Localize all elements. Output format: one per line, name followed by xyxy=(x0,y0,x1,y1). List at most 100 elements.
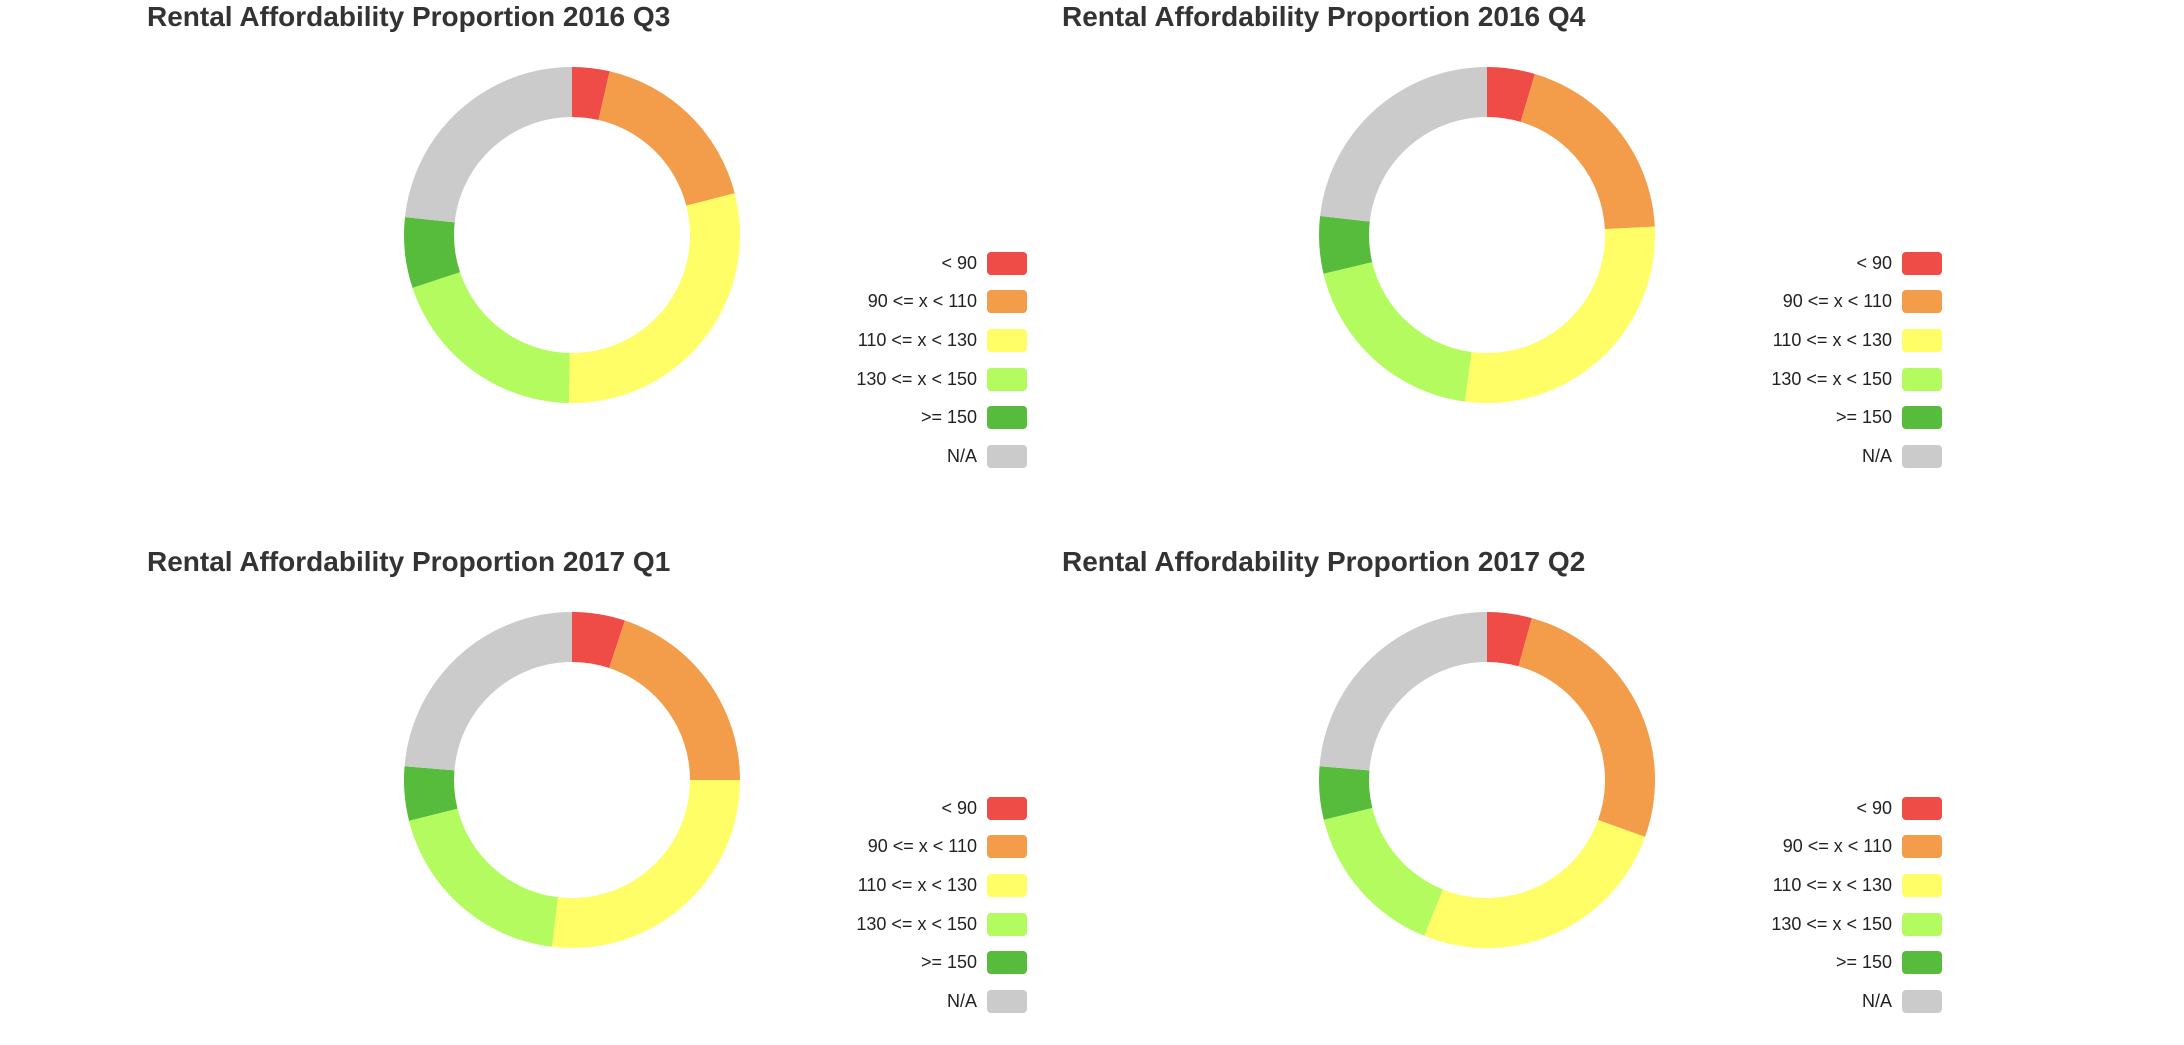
legend-item-130-lte-x-lt-150[interactable]: 130 <= x < 150 xyxy=(1712,360,1942,399)
legend-item-90-lte-x-lt-110[interactable]: 90 <= x < 110 xyxy=(1712,283,1942,322)
legend-swatch xyxy=(987,796,1027,820)
donut-chart-2016-q3 xyxy=(404,67,740,403)
donut-chart-2017-q1 xyxy=(404,612,740,948)
chart-panel-2017-q1: Rental Affordability Proportion 2017 Q1 … xyxy=(147,545,1047,1045)
legend-label: < 90 xyxy=(1856,252,1892,273)
legend-swatch xyxy=(987,912,1027,936)
legend-swatch xyxy=(1902,873,1942,897)
chart-title: Rental Affordability Proportion 2016 Q4 xyxy=(1062,1,1586,32)
legend-item-110-lte-x-lt-130[interactable]: 110 <= x < 130 xyxy=(1712,321,1942,360)
legend-label: 130 <= x < 150 xyxy=(856,913,977,934)
legend-item-110-lte-x-lt-130[interactable]: 110 <= x < 130 xyxy=(797,866,1027,905)
legend-label: N/A xyxy=(946,990,977,1011)
donut-slice-gte-150[interactable] xyxy=(404,217,461,288)
legend-swatch xyxy=(987,873,1027,897)
legend-item-110-lte-x-lt-130[interactable]: 110 <= x < 130 xyxy=(1712,866,1942,905)
legend-label: 90 <= x < 110 xyxy=(867,836,977,857)
legend-item-gte-150[interactable]: >= 150 xyxy=(797,398,1027,437)
legend-label: N/A xyxy=(1861,990,1892,1011)
donut-slice-130-lte-x-lt-150[interactable] xyxy=(1323,807,1443,936)
chart-panel-2016-q4: Rental Affordability Proportion 2016 Q4 … xyxy=(1062,0,1962,500)
legend-swatch xyxy=(987,251,1027,275)
legend-swatch xyxy=(987,406,1027,430)
legend-item-lt-90[interactable]: < 90 xyxy=(1712,789,1942,828)
legend-label: >= 150 xyxy=(1835,952,1892,973)
legend-item-130-lte-x-lt-150[interactable]: 130 <= x < 150 xyxy=(1712,905,1942,944)
legend-item-lt-90[interactable]: < 90 xyxy=(797,789,1027,828)
chart-title: Rental Affordability Proportion 2016 Q3 xyxy=(147,1,671,32)
donut-slice-90-lte-x-lt-110[interactable] xyxy=(598,71,735,206)
legend-item-90-lte-x-lt-110[interactable]: 90 <= x < 110 xyxy=(1712,828,1942,867)
legend-item-lt-90[interactable]: < 90 xyxy=(1712,244,1942,283)
donut-slice-na[interactable] xyxy=(1320,67,1487,222)
legend-label: 90 <= x < 110 xyxy=(1782,836,1892,857)
legend-swatch xyxy=(1902,251,1942,275)
donut-slice-lt-90[interactable] xyxy=(572,67,610,121)
legend-item-na[interactable]: N/A xyxy=(797,982,1027,1021)
donut-slice-130-lte-x-lt-150[interactable] xyxy=(412,272,570,403)
legend-label: N/A xyxy=(1861,445,1892,466)
donut-slice-na[interactable] xyxy=(404,612,572,771)
chart-legend: < 90 90 <= x < 110 110 <= x < 130 130 <= x … xyxy=(797,789,1027,1021)
legend-label: 110 <= x < 130 xyxy=(857,874,977,895)
legend-item-130-lte-x-lt-150[interactable]: 130 <= x < 150 xyxy=(797,905,1027,944)
legend-label: 90 <= x < 110 xyxy=(867,291,977,312)
legend-label: < 90 xyxy=(941,797,977,818)
legend-swatch xyxy=(987,367,1027,391)
legend-swatch xyxy=(987,835,1027,859)
donut-slice-90-lte-x-lt-110[interactable] xyxy=(1520,73,1655,230)
legend-item-90-lte-x-lt-110[interactable]: 90 <= x < 110 xyxy=(797,828,1027,867)
donut-slice-gte-150[interactable] xyxy=(1319,766,1373,820)
legend-label: 110 <= x < 130 xyxy=(1772,874,1892,895)
donut-slice-lt-90[interactable] xyxy=(1487,612,1532,667)
donut-slice-lt-90[interactable] xyxy=(572,612,625,669)
donut-slice-130-lte-x-lt-150[interactable] xyxy=(1323,262,1472,402)
donut-chart-2016-q4 xyxy=(1319,67,1655,403)
legend-item-110-lte-x-lt-130[interactable]: 110 <= x < 130 xyxy=(797,321,1027,360)
chart-title: Rental Affordability Proportion 2017 Q2 xyxy=(1062,546,1586,577)
legend-swatch xyxy=(987,328,1027,352)
legend-item-130-lte-x-lt-150[interactable]: 130 <= x < 150 xyxy=(797,360,1027,399)
legend-item-na[interactable]: N/A xyxy=(797,437,1027,476)
donut-slice-gte-150[interactable] xyxy=(1319,216,1373,274)
legend-label: 130 <= x < 150 xyxy=(856,368,977,389)
legend-label: N/A xyxy=(946,445,977,466)
chart-panel-2017-q2: Rental Affordability Proportion 2017 Q2 … xyxy=(1062,545,1962,1045)
legend-label: 110 <= x < 130 xyxy=(1772,329,1892,350)
donut-slice-lt-90[interactable] xyxy=(1487,67,1535,122)
donut-slice-90-lte-x-lt-110[interactable] xyxy=(609,620,740,780)
donut-slice-na[interactable] xyxy=(404,67,572,223)
legend-item-90-lte-x-lt-110[interactable]: 90 <= x < 110 xyxy=(797,283,1027,322)
legend-item-gte-150[interactable]: >= 150 xyxy=(797,943,1027,982)
legend-item-lt-90[interactable]: < 90 xyxy=(797,244,1027,283)
donut-slice-130-lte-x-lt-150[interactable] xyxy=(409,808,558,947)
donut-slice-90-lte-x-lt-110[interactable] xyxy=(1518,618,1655,837)
legend-item-gte-150[interactable]: >= 150 xyxy=(1712,943,1942,982)
donut-slice-na[interactable] xyxy=(1319,612,1487,771)
donut-slice-110-lte-x-lt-130[interactable] xyxy=(1424,819,1646,948)
legend-swatch xyxy=(1902,912,1942,936)
legend-label: 110 <= x < 130 xyxy=(857,329,977,350)
donut-slice-110-lte-x-lt-130[interactable] xyxy=(1464,226,1655,403)
legend-swatch xyxy=(987,951,1027,975)
legend-label: >= 150 xyxy=(920,407,977,428)
legend-swatch xyxy=(987,290,1027,314)
legend-item-gte-150[interactable]: >= 150 xyxy=(1712,398,1942,437)
chart-legend: < 90 90 <= x < 110 110 <= x < 130 130 <= x … xyxy=(797,244,1027,476)
chart-legend: < 90 90 <= x < 110 110 <= x < 130 130 <= x … xyxy=(1712,244,1942,476)
donut-slice-110-lte-x-lt-130[interactable] xyxy=(551,780,740,948)
legend-swatch xyxy=(987,989,1027,1013)
donut-slice-gte-150[interactable] xyxy=(404,766,458,821)
legend-swatch xyxy=(1902,835,1942,859)
legend-label: >= 150 xyxy=(920,952,977,973)
legend-swatch xyxy=(1902,951,1942,975)
legend-item-na[interactable]: N/A xyxy=(1712,437,1942,476)
legend-label: < 90 xyxy=(1856,797,1892,818)
legend-swatch xyxy=(987,444,1027,468)
donut-chart-2017-q2 xyxy=(1319,612,1655,948)
legend-item-na[interactable]: N/A xyxy=(1712,982,1942,1021)
donut-slice-110-lte-x-lt-130[interactable] xyxy=(568,193,740,403)
legend-swatch xyxy=(1902,406,1942,430)
chart-title: Rental Affordability Proportion 2017 Q1 xyxy=(147,546,671,577)
legend-label: 130 <= x < 150 xyxy=(1771,913,1892,934)
